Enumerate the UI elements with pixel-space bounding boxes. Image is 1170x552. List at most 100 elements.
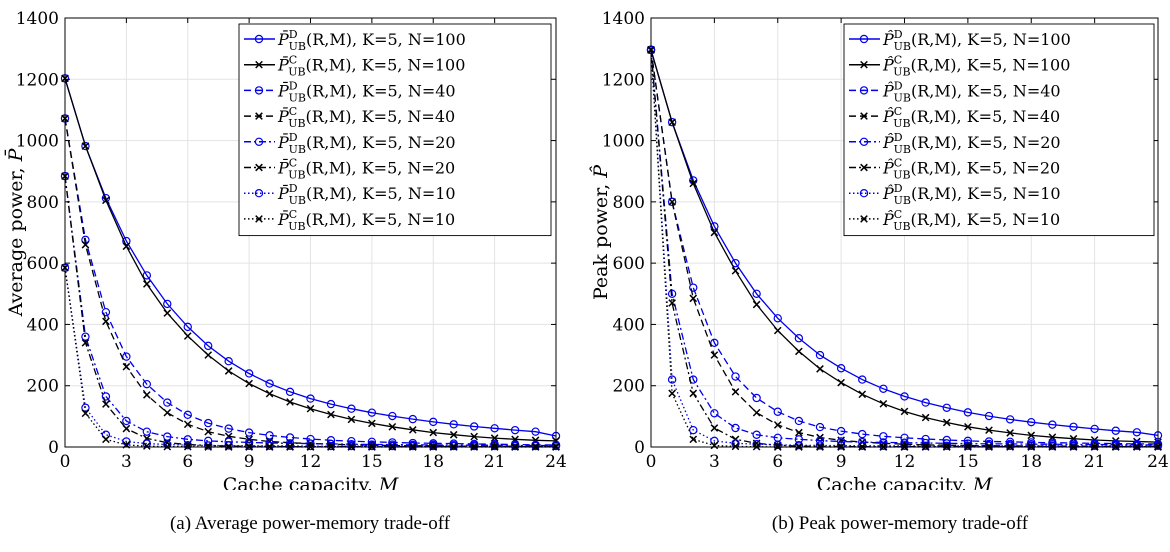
y-axis-label: Average power, P̄ bbox=[4, 147, 27, 317]
data-point bbox=[1006, 429, 1014, 437]
legend-marker bbox=[255, 215, 263, 223]
data-point bbox=[510, 425, 520, 435]
legend-marker bbox=[859, 137, 869, 146]
y-tick-label: 400 bbox=[27, 315, 59, 335]
data-point bbox=[449, 441, 458, 451]
data-point bbox=[942, 441, 951, 450]
data-point bbox=[183, 332, 192, 340]
chart-average-power: 0 3 6 9 12 15 18 21 24 0 200 400 600 800 1000 1200 1400 C… bbox=[4, 9, 567, 490]
legend-box bbox=[843, 23, 1155, 237]
data-point bbox=[183, 440, 192, 450]
data-point bbox=[689, 294, 698, 303]
data-point bbox=[731, 266, 740, 275]
x-tick-label: 18 bbox=[1020, 452, 1042, 472]
data-point bbox=[921, 441, 930, 450]
data-point bbox=[81, 338, 90, 347]
y-tick-label: 1000 bbox=[16, 132, 59, 152]
data-point bbox=[667, 375, 677, 384]
data-point bbox=[204, 418, 213, 428]
data-point bbox=[510, 441, 520, 451]
data-point bbox=[710, 409, 719, 418]
legend-entry: P̄C UB(R,M), K=5, N=40 bbox=[244, 105, 455, 130]
data-point bbox=[183, 410, 192, 420]
data-point bbox=[879, 441, 888, 450]
series-line bbox=[650, 49, 1159, 437]
data-point bbox=[667, 117, 677, 127]
legend-label: P̄D UB(R,M), K=5, N=100 bbox=[277, 28, 466, 53]
data-point bbox=[1111, 441, 1120, 450]
data-point bbox=[81, 142, 90, 150]
data-point bbox=[143, 442, 151, 450]
data-point bbox=[102, 196, 110, 205]
data-point bbox=[285, 387, 295, 397]
series-1 bbox=[61, 74, 560, 445]
x-tick-label: 15 bbox=[957, 452, 979, 472]
data-point bbox=[163, 309, 172, 317]
data-point bbox=[101, 392, 111, 401]
legend-marker bbox=[254, 137, 264, 146]
legend-entry: P̂C UB(R,M), K=5, N=40 bbox=[849, 105, 1060, 130]
legend-label: P̄C UB(R,M), K=5, N=10 bbox=[277, 208, 455, 233]
data-point bbox=[101, 307, 111, 317]
data-point bbox=[858, 375, 867, 384]
series-line bbox=[64, 78, 557, 437]
x-tick-label: 9 bbox=[836, 452, 847, 472]
legend-marker bbox=[859, 34, 869, 44]
legend-marker bbox=[859, 188, 869, 198]
legend-entry: P̄C UB(R,M), K=5, N=100 bbox=[244, 54, 465, 79]
data-point bbox=[1005, 441, 1015, 450]
data-point bbox=[963, 408, 973, 417]
data-point bbox=[204, 341, 213, 351]
data-point bbox=[367, 408, 377, 417]
series-1 bbox=[647, 46, 1162, 446]
legend-label: P̂D UB(R,M), K=5, N=40 bbox=[882, 79, 1061, 104]
data-point bbox=[731, 388, 740, 396]
data-point bbox=[667, 289, 677, 298]
series-line bbox=[64, 176, 556, 447]
data-point bbox=[326, 399, 336, 409]
data-point bbox=[689, 283, 698, 292]
x-tick-label: 12 bbox=[894, 452, 916, 472]
legend-marker bbox=[254, 34, 264, 44]
data-point bbox=[773, 314, 782, 323]
legend-marker bbox=[255, 60, 263, 69]
data-point bbox=[984, 441, 994, 450]
data-point bbox=[143, 391, 151, 399]
data-point bbox=[1090, 424, 1099, 434]
data-point bbox=[469, 422, 479, 431]
data-point bbox=[836, 364, 846, 373]
data-point bbox=[81, 141, 90, 151]
data-point bbox=[1069, 434, 1078, 443]
legend-label: P̄C UB(R,M), K=5, N=20 bbox=[277, 157, 455, 182]
data-point bbox=[470, 432, 478, 441]
data-point bbox=[224, 441, 233, 450]
y-tick-label: 200 bbox=[613, 377, 645, 397]
data-point bbox=[102, 435, 110, 444]
data-point bbox=[122, 416, 131, 426]
data-point bbox=[143, 280, 151, 288]
data-point bbox=[689, 179, 698, 188]
data-point bbox=[731, 442, 740, 451]
data-point bbox=[204, 441, 213, 450]
y-tick-label: 600 bbox=[613, 254, 645, 274]
data-point bbox=[368, 419, 376, 428]
y-tick-label: 1000 bbox=[602, 132, 645, 152]
y-tick-label: 1200 bbox=[16, 70, 59, 90]
data-point bbox=[773, 407, 782, 416]
x-tick-label: 0 bbox=[60, 452, 71, 472]
legend-marker bbox=[859, 86, 869, 95]
data-point bbox=[710, 351, 719, 359]
series-line bbox=[650, 49, 1158, 446]
data-point bbox=[1027, 417, 1036, 427]
data-point bbox=[921, 398, 930, 407]
data-point bbox=[408, 426, 417, 434]
data-point bbox=[794, 416, 804, 426]
legend-entry: P̂D UB(R,M), K=5, N=40 bbox=[849, 79, 1061, 104]
data-point bbox=[81, 409, 90, 418]
data-point bbox=[836, 426, 846, 436]
data-point bbox=[122, 362, 131, 371]
data-point bbox=[752, 430, 761, 439]
x-tick-label: 24 bbox=[1147, 452, 1169, 472]
y-tick-label: 400 bbox=[613, 315, 645, 335]
